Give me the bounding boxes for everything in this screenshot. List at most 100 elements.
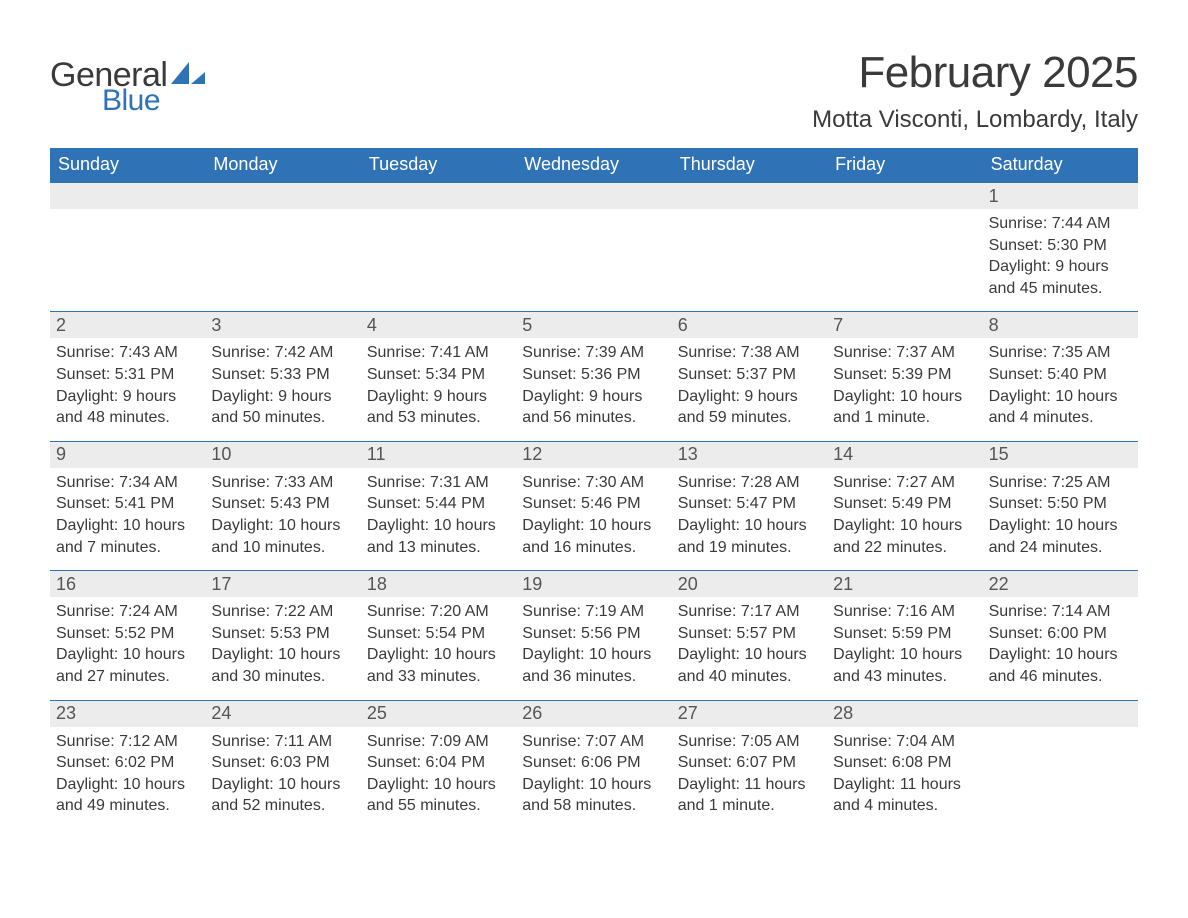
daylight2-text: and 50 minutes.	[211, 407, 354, 429]
day-number: 22	[989, 574, 1009, 595]
sunrise-text: Sunrise: 7:22 AM	[211, 601, 354, 623]
day-cell: 27Sunrise: 7:05 AMSunset: 6:07 PMDayligh…	[672, 701, 827, 829]
day-cell	[827, 183, 982, 311]
dow-sunday: Sunday	[50, 148, 205, 183]
day-cell: 13Sunrise: 7:28 AMSunset: 5:47 PMDayligh…	[672, 442, 827, 570]
daylight1-text: Daylight: 10 hours	[678, 515, 821, 537]
sunrise-text: Sunrise: 7:20 AM	[367, 601, 510, 623]
day-body: Sunrise: 7:30 AMSunset: 5:46 PMDaylight:…	[516, 468, 671, 558]
day-cell: 23Sunrise: 7:12 AMSunset: 6:02 PMDayligh…	[50, 701, 205, 829]
sunrise-text: Sunrise: 7:39 AM	[522, 342, 665, 364]
day-body: Sunrise: 7:44 AMSunset: 5:30 PMDaylight:…	[983, 209, 1138, 299]
day-number: 18	[367, 574, 387, 595]
day-cell: 18Sunrise: 7:20 AMSunset: 5:54 PMDayligh…	[361, 571, 516, 699]
daylight1-text: Daylight: 9 hours	[211, 386, 354, 408]
daylight2-text: and 4 minutes.	[833, 795, 976, 817]
sunset-text: Sunset: 5:56 PM	[522, 623, 665, 645]
day-body	[827, 209, 982, 213]
daylight1-text: Daylight: 9 hours	[56, 386, 199, 408]
daylight1-text: Daylight: 10 hours	[989, 386, 1132, 408]
sunrise-text: Sunrise: 7:42 AM	[211, 342, 354, 364]
day-body: Sunrise: 7:38 AMSunset: 5:37 PMDaylight:…	[672, 338, 827, 428]
dow-thursday: Thursday	[672, 148, 827, 183]
day-number-band: 13	[672, 442, 827, 468]
day-number-band	[50, 183, 205, 209]
day-body: Sunrise: 7:35 AMSunset: 5:40 PMDaylight:…	[983, 338, 1138, 428]
day-body: Sunrise: 7:14 AMSunset: 6:00 PMDaylight:…	[983, 597, 1138, 687]
day-number-band: 3	[205, 312, 360, 338]
day-cell: 11Sunrise: 7:31 AMSunset: 5:44 PMDayligh…	[361, 442, 516, 570]
day-number: 4	[367, 315, 377, 336]
sunrise-text: Sunrise: 7:27 AM	[833, 472, 976, 494]
day-cell: 28Sunrise: 7:04 AMSunset: 6:08 PMDayligh…	[827, 701, 982, 829]
daylight1-text: Daylight: 9 hours	[367, 386, 510, 408]
day-body: Sunrise: 7:22 AMSunset: 5:53 PMDaylight:…	[205, 597, 360, 687]
daylight1-text: Daylight: 10 hours	[522, 644, 665, 666]
sunset-text: Sunset: 6:08 PM	[833, 752, 976, 774]
day-number-band	[205, 183, 360, 209]
day-cell: 5Sunrise: 7:39 AMSunset: 5:36 PMDaylight…	[516, 312, 671, 440]
day-body: Sunrise: 7:04 AMSunset: 6:08 PMDaylight:…	[827, 727, 982, 817]
day-body: Sunrise: 7:43 AMSunset: 5:31 PMDaylight:…	[50, 338, 205, 428]
sunrise-text: Sunrise: 7:25 AM	[989, 472, 1132, 494]
sunrise-text: Sunrise: 7:04 AM	[833, 731, 976, 753]
day-body: Sunrise: 7:39 AMSunset: 5:36 PMDaylight:…	[516, 338, 671, 428]
day-number: 27	[678, 703, 698, 724]
day-cell	[50, 183, 205, 311]
day-number: 3	[211, 315, 221, 336]
day-cell: 15Sunrise: 7:25 AMSunset: 5:50 PMDayligh…	[983, 442, 1138, 570]
daylight2-text: and 30 minutes.	[211, 666, 354, 688]
sunrise-text: Sunrise: 7:44 AM	[989, 213, 1132, 235]
sunset-text: Sunset: 6:06 PM	[522, 752, 665, 774]
daylight2-text: and 59 minutes.	[678, 407, 821, 429]
daylight2-text: and 53 minutes.	[367, 407, 510, 429]
day-number: 11	[367, 444, 386, 465]
daylight2-text: and 45 minutes.	[989, 278, 1132, 300]
sunset-text: Sunset: 5:31 PM	[56, 364, 199, 386]
sunset-text: Sunset: 5:43 PM	[211, 493, 354, 515]
day-cell: 20Sunrise: 7:17 AMSunset: 5:57 PMDayligh…	[672, 571, 827, 699]
day-number-band	[827, 183, 982, 209]
day-cell: 24Sunrise: 7:11 AMSunset: 6:03 PMDayligh…	[205, 701, 360, 829]
day-number-band: 9	[50, 442, 205, 468]
daylight1-text: Daylight: 10 hours	[56, 774, 199, 796]
daylight1-text: Daylight: 9 hours	[678, 386, 821, 408]
sunset-text: Sunset: 6:04 PM	[367, 752, 510, 774]
day-number-band: 16	[50, 571, 205, 597]
day-body: Sunrise: 7:09 AMSunset: 6:04 PMDaylight:…	[361, 727, 516, 817]
day-number: 14	[833, 444, 853, 465]
day-number: 26	[522, 703, 542, 724]
sunrise-text: Sunrise: 7:17 AM	[678, 601, 821, 623]
day-of-week-header: Sunday Monday Tuesday Wednesday Thursday…	[50, 148, 1138, 183]
day-number-band: 27	[672, 701, 827, 727]
day-body	[516, 209, 671, 213]
day-number-band	[361, 183, 516, 209]
day-body: Sunrise: 7:25 AMSunset: 5:50 PMDaylight:…	[983, 468, 1138, 558]
day-number-band: 6	[672, 312, 827, 338]
brand-logo: General Blue	[50, 48, 205, 116]
sunrise-text: Sunrise: 7:35 AM	[989, 342, 1132, 364]
daylight2-text: and 1 minute.	[833, 407, 976, 429]
sunset-text: Sunset: 5:46 PM	[522, 493, 665, 515]
day-cell: 3Sunrise: 7:42 AMSunset: 5:33 PMDaylight…	[205, 312, 360, 440]
daylight2-text: and 40 minutes.	[678, 666, 821, 688]
sunset-text: Sunset: 5:37 PM	[678, 364, 821, 386]
daylight2-text: and 43 minutes.	[833, 666, 976, 688]
daylight1-text: Daylight: 10 hours	[833, 644, 976, 666]
sunset-text: Sunset: 5:47 PM	[678, 493, 821, 515]
sunrise-text: Sunrise: 7:12 AM	[56, 731, 199, 753]
daylight1-text: Daylight: 9 hours	[989, 256, 1132, 278]
daylight2-text: and 52 minutes.	[211, 795, 354, 817]
sunset-text: Sunset: 5:50 PM	[989, 493, 1132, 515]
daylight2-text: and 7 minutes.	[56, 537, 199, 559]
day-body: Sunrise: 7:42 AMSunset: 5:33 PMDaylight:…	[205, 338, 360, 428]
day-body: Sunrise: 7:41 AMSunset: 5:34 PMDaylight:…	[361, 338, 516, 428]
daylight2-text: and 16 minutes.	[522, 537, 665, 559]
day-number: 24	[211, 703, 231, 724]
daylight2-text: and 10 minutes.	[211, 537, 354, 559]
day-number-band: 18	[361, 571, 516, 597]
day-number-band: 26	[516, 701, 671, 727]
day-cell: 17Sunrise: 7:22 AMSunset: 5:53 PMDayligh…	[205, 571, 360, 699]
day-cell: 1Sunrise: 7:44 AMSunset: 5:30 PMDaylight…	[983, 183, 1138, 311]
week-row: 9Sunrise: 7:34 AMSunset: 5:41 PMDaylight…	[50, 441, 1138, 570]
